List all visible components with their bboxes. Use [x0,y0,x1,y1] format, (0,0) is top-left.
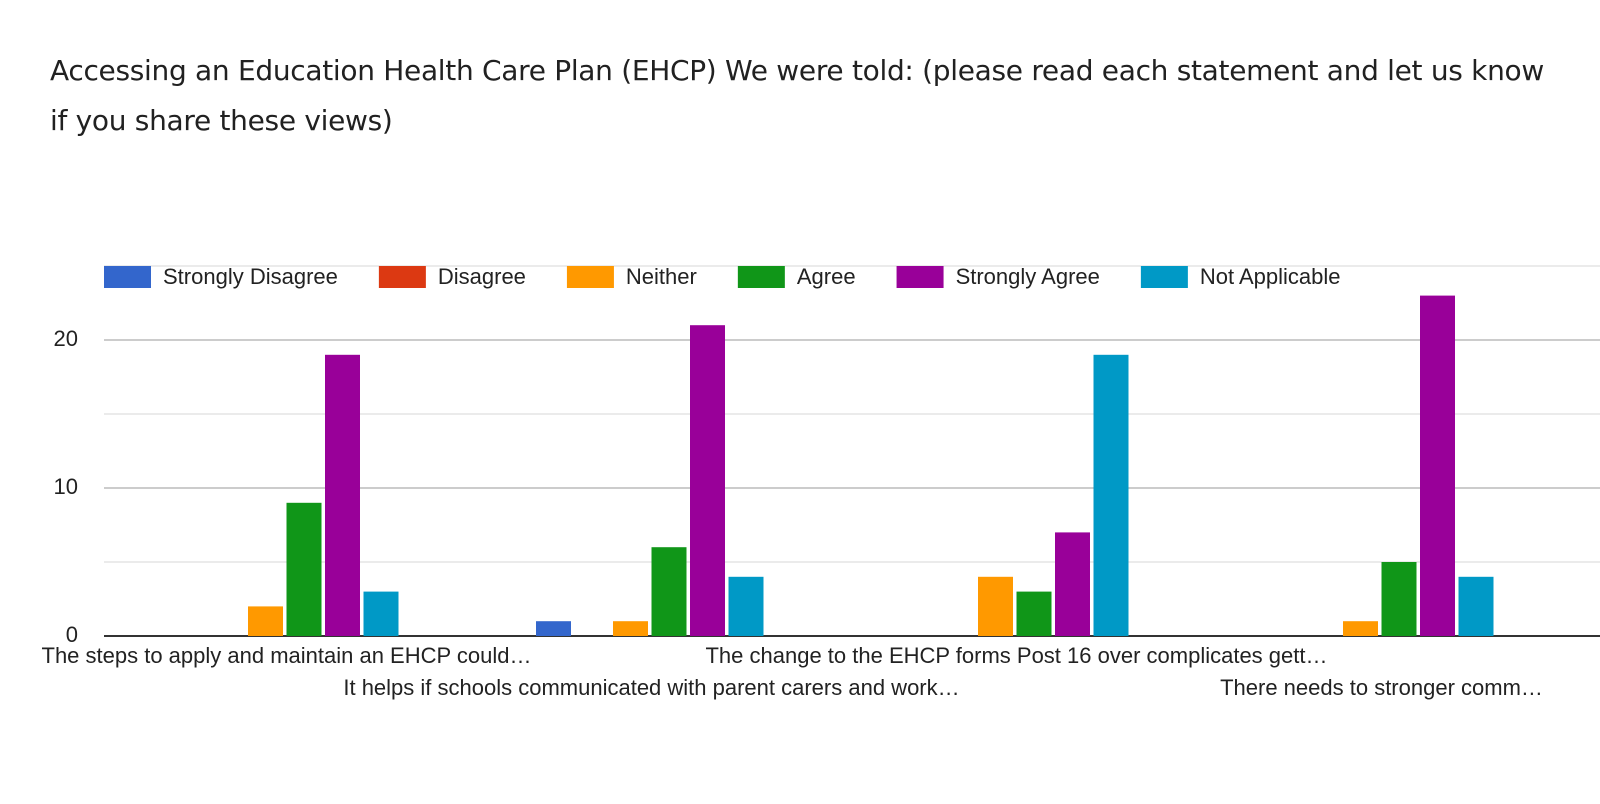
bar [1093,354,1129,636]
bar [1055,532,1090,636]
bar [286,502,322,636]
bar [1016,591,1052,636]
x-tick-label: The change to the EHCP forms Post 16 ove… [705,643,1327,668]
bar [1420,295,1455,636]
legend-swatch [737,266,785,288]
legend-label: Strongly Agree [956,264,1100,289]
bar [613,621,648,636]
chart-title: Accessing an Education Health Care Plan … [50,54,1544,137]
legend-swatch [896,266,944,288]
legend-label: Agree [797,264,856,289]
legend-swatch [104,266,151,288]
bar [690,325,725,636]
bar [325,354,360,636]
bar [363,591,399,636]
y-tick-label: 20 [54,326,78,351]
bar [728,576,764,636]
x-tick-label: The steps to apply and maintain an EHCP … [42,643,532,668]
legend-label: Neither [626,264,697,289]
legend-swatch [378,266,426,288]
y-tick-label: 0 [66,622,78,647]
bar [248,606,283,636]
bar [978,576,1013,636]
legend-label: Disagree [438,264,526,289]
bar [1458,576,1494,636]
bar [651,547,687,636]
legend-label: Strongly Disagree [163,264,338,289]
bar [1381,562,1417,636]
bar [1343,621,1378,636]
x-tick-label: It helps if schools communicated with pa… [343,675,959,700]
bar [536,621,571,636]
legend-swatch [1140,266,1188,288]
y-tick-label: 10 [54,474,78,499]
legend-label: Not Applicable [1200,264,1341,289]
x-tick-label: There needs to stronger comm… [1220,675,1543,700]
legend-swatch [566,266,614,288]
